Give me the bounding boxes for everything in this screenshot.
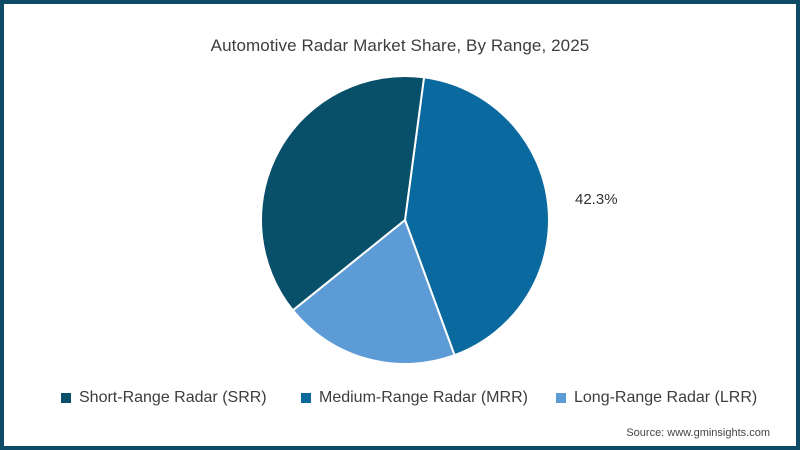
data-label-mrr: 42.3% bbox=[575, 191, 618, 208]
pie-chart bbox=[259, 74, 550, 365]
legend-label-srr: Short-Range Radar (SRR) bbox=[79, 389, 267, 406]
legend-label-mrr: Medium-Range Radar (MRR) bbox=[319, 389, 528, 406]
legend-item-srr[interactable]: Short-Range Radar (SRR) bbox=[61, 389, 267, 407]
pie-slice-lrr[interactable] bbox=[291, 219, 456, 365]
legend-swatch-mrr-icon bbox=[301, 393, 311, 403]
chart-title: Automotive Radar Market Share, By Range,… bbox=[210, 36, 590, 55]
legend-swatch-lrr-icon bbox=[556, 393, 566, 403]
source-attribution: Source: www.gminsights.com bbox=[626, 427, 770, 439]
pie-slice-srr[interactable] bbox=[259, 74, 426, 312]
legend-item-lrr[interactable]: Long-Range Radar (LRR) bbox=[556, 389, 757, 407]
legend-label-lrr: Long-Range Radar (LRR) bbox=[574, 389, 758, 406]
pie-slice-mrr[interactable] bbox=[404, 76, 550, 357]
legend-swatch-srr-icon bbox=[61, 393, 71, 403]
legend-item-mrr[interactable]: Medium-Range Radar (MRR) bbox=[301, 389, 528, 407]
